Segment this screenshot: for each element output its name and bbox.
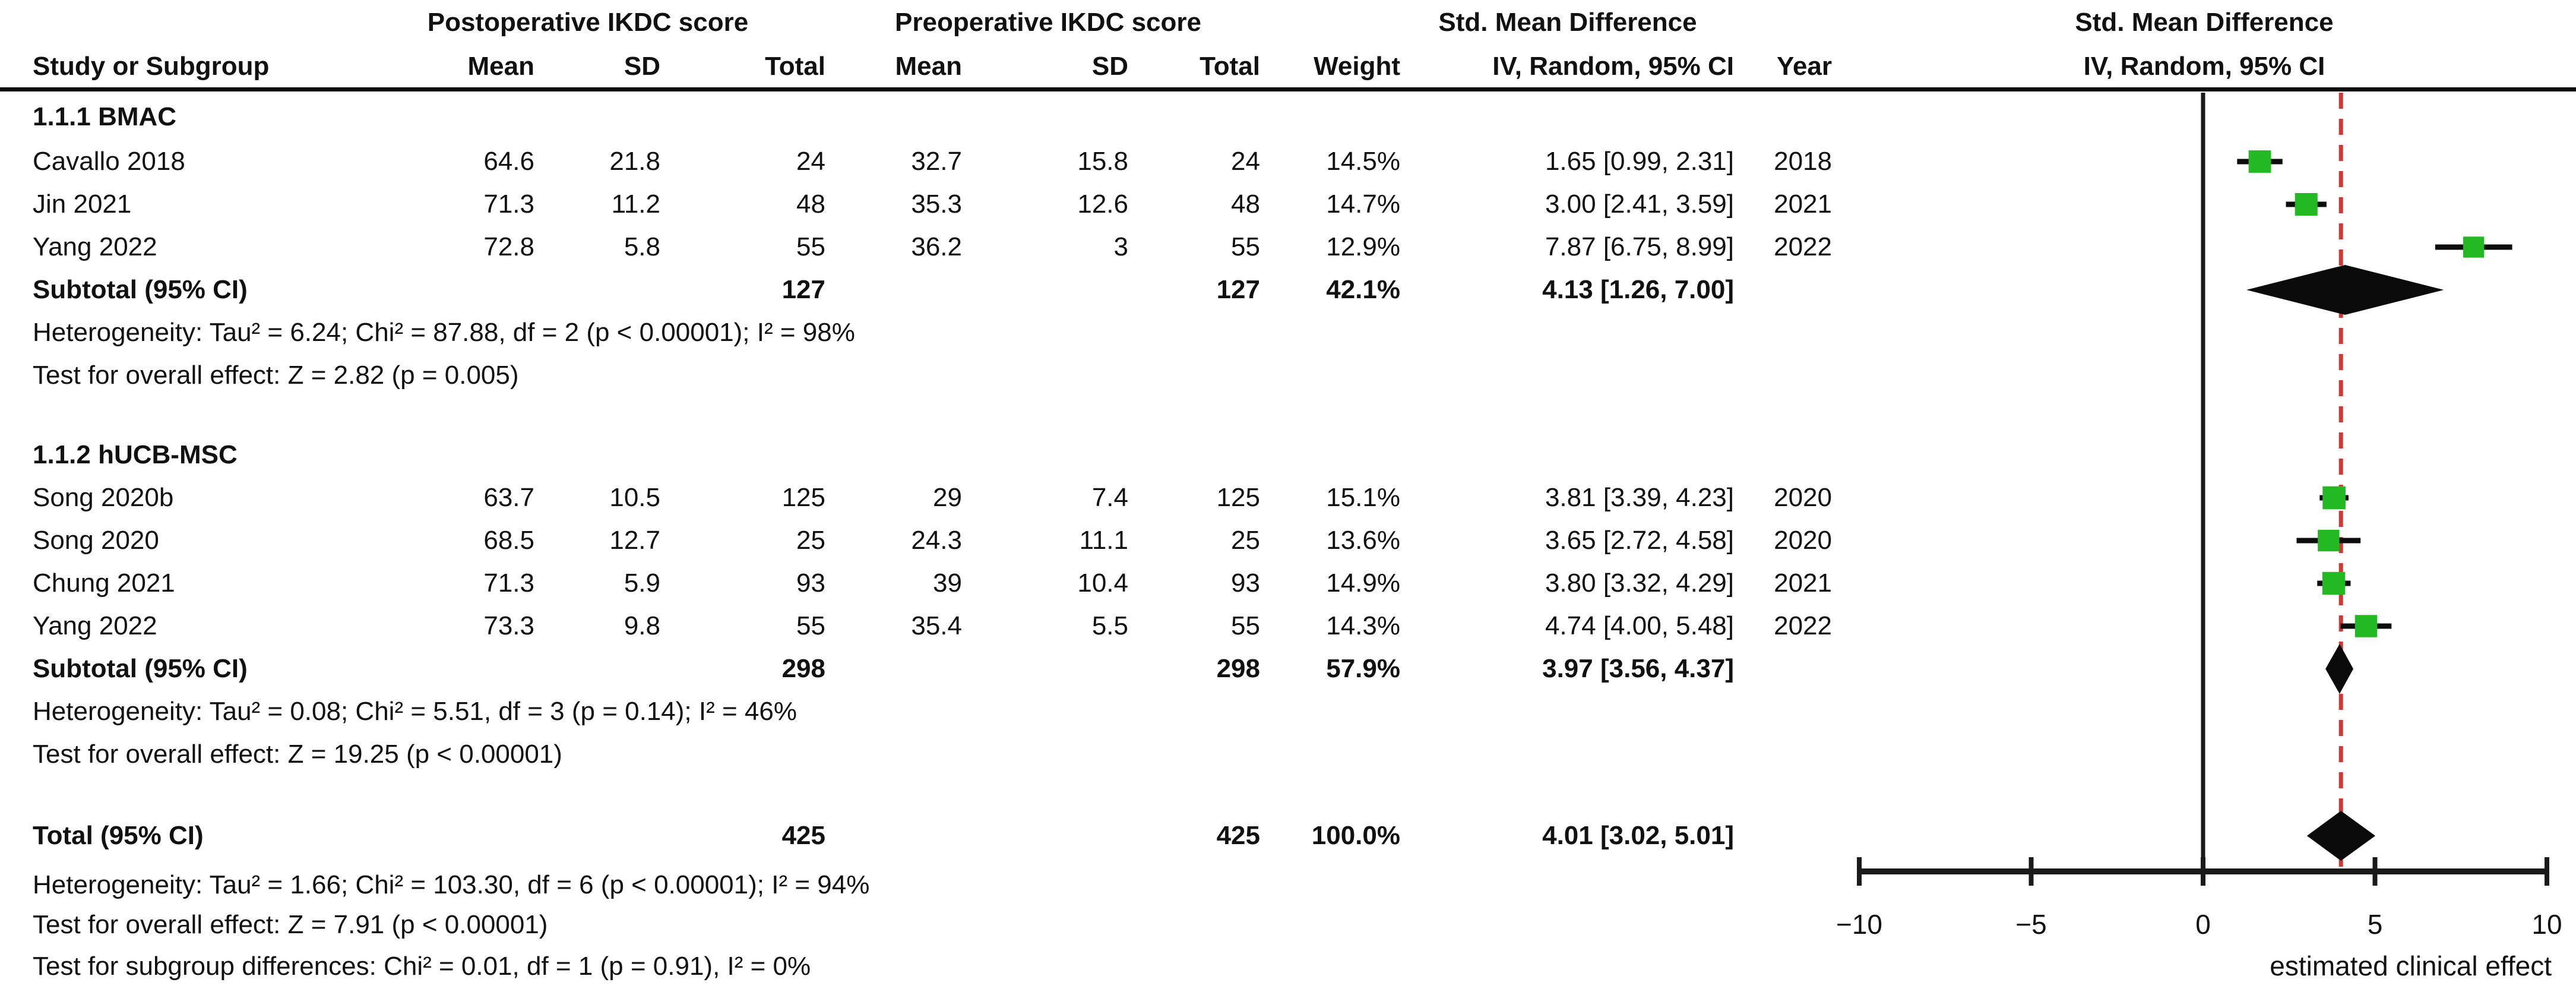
- subtotal-diamond: [2246, 265, 2444, 315]
- study-label: Chung 2021: [33, 568, 175, 598]
- x-axis-label: estimated clinical effect: [2270, 950, 2552, 981]
- heterogeneity-bmac: Heterogeneity: Tau² = 6.24; Chi² = 87.88…: [33, 318, 855, 347]
- study-row: Yang 2022 73.3 9.8 55 35.4 5.5 55 14.3% …: [0, 605, 1894, 647]
- col-post-total: Total: [765, 52, 825, 81]
- study-row: Cavallo 2018 64.6 21.8 24 32.7 15.8 24 1…: [0, 140, 1894, 183]
- header-smd-group: Std. Mean Difference: [1438, 8, 1697, 37]
- heterogeneity-hucb: Heterogeneity: Tau² = 0.08; Chi² = 5.51,…: [33, 697, 797, 726]
- study-point-marker: [2355, 615, 2378, 637]
- x-axis-tick-label: −10: [1836, 909, 1882, 940]
- study-label: Jin 2021: [33, 189, 132, 219]
- overall-effect-total: Test for overall effect: Z = 7.91 (p < 0…: [33, 910, 548, 939]
- study-label: Cavallo 2018: [33, 147, 185, 176]
- study-label: Song 2020: [33, 526, 159, 555]
- study-row: Song 2020b 63.7 10.5 125 29 7.4 125 15.1…: [0, 476, 1894, 519]
- header-rule: [0, 87, 2576, 91]
- header-preoperative-group: Preoperative IKDC score: [895, 8, 1201, 37]
- x-axis-tick-label: −5: [2015, 909, 2046, 940]
- col-pre-mean: Mean: [895, 52, 962, 81]
- total-diamond: [2306, 811, 2376, 861]
- overall-effect-bmac: Test for overall effect: Z = 2.82 (p = 0…: [33, 361, 519, 390]
- subgroup-title-bmac: 1.1.1 BMAC: [33, 102, 177, 131]
- overall-effect-hucb: Test for overall effect: Z = 19.25 (p < …: [33, 740, 562, 769]
- subgroup-differences: Test for subgroup differences: Chi² = 0.…: [33, 952, 811, 981]
- subtotal-row-hucb: Subtotal (95% CI) 298 298 57.9% 3.97 [3.…: [33, 654, 1734, 683]
- study-point-marker: [2322, 486, 2346, 510]
- total-row: Total (95% CI) 425 425 100.0% 4.01 [3.02…: [33, 821, 1734, 850]
- study-point-marker: [2295, 192, 2318, 216]
- study-label: Yang 2022: [33, 232, 157, 261]
- col-post-mean: Mean: [467, 52, 534, 81]
- study-row: Song 2020 68.5 12.7 25 24.3 11.1 25 13.6…: [0, 519, 1894, 562]
- col-pre-sd: SD: [1091, 52, 1128, 81]
- study-label: Yang 2022: [33, 611, 157, 640]
- x-axis-tick-label: 0: [2195, 909, 2211, 940]
- plot-title-line2: IV, Random, 95% CI: [2083, 52, 2325, 81]
- x-axis-tick-label: 10: [2531, 909, 2562, 940]
- col-pre-total: Total: [1200, 52, 1260, 81]
- study-point-marker: [2322, 571, 2346, 595]
- x-axis-tick-label: 5: [2368, 909, 2383, 940]
- col-weight: Weight: [1314, 52, 1400, 81]
- study-point-marker: [2318, 529, 2340, 552]
- study-row: Chung 2021 71.3 5.9 93 39 10.4 93 14.9% …: [0, 562, 1894, 605]
- col-study: Study or Subgroup: [33, 52, 270, 81]
- col-post-sd: SD: [624, 52, 660, 81]
- study-point-marker: [2248, 150, 2271, 173]
- col-year: Year: [1777, 52, 1832, 81]
- study-label: Song 2020b: [33, 483, 174, 512]
- study-row: Jin 2021 71.3 11.2 48 35.3 12.6 48 14.7%…: [0, 183, 1894, 226]
- study-row: Yang 2022 72.8 5.8 55 36.2 3 55 12.9% 7.…: [0, 226, 1894, 269]
- header-postoperative-group: Postoperative IKDC score: [427, 8, 749, 37]
- subtotal-diamond: [2325, 644, 2354, 694]
- col-iv-random: IV, Random, 95% CI: [1492, 52, 1734, 81]
- subtotal-row-bmac: Subtotal (95% CI) 127 127 42.1% 4.13 [1.…: [33, 275, 1734, 304]
- subgroup-title-hucb: 1.1.2 hUCB-MSC: [33, 440, 238, 469]
- plot-title-line1: Std. Mean Difference: [2075, 8, 2334, 37]
- heterogeneity-total: Heterogeneity: Tau² = 1.66; Chi² = 103.3…: [33, 870, 870, 899]
- study-point-marker: [2463, 236, 2485, 258]
- table-header-row: Study or Subgroup Mean SD Total Mean SD …: [0, 45, 1894, 88]
